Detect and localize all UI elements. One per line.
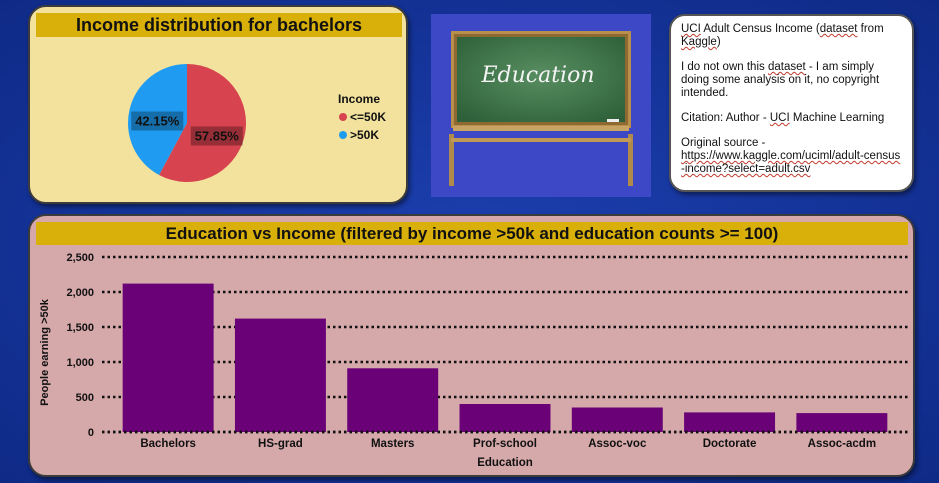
bar-chart: 0 500 1,000 1,500 2,000 2,500 Bachelors HS-grad… [39,252,908,469]
y-tick-label-1: 500 [76,392,94,404]
pie-chart: 57.85% 42.15% Income <=50K >50K [128,64,386,182]
dataset-info-panel: UCI Adult Census Income (dataset from Ka… [669,14,914,192]
y-tick-label-5: 2,500 [66,252,94,264]
chalkboard-image: Education [449,31,633,186]
legend-title: Income [338,92,380,106]
x-tick-label-3: Prof-school [473,438,537,450]
x-tick-label-2: Masters [371,438,414,450]
citation-text: Citation: Author - UCI Machine Learning [681,112,885,124]
disclaimer-text: I do not own this dataset - I am simply … [681,61,880,99]
pie-slice-1 [128,64,187,175]
bar-chart-title: Education vs Income (filtered by income … [36,222,908,245]
x-tick-label-4: Assoc-voc [588,438,647,450]
pie-value-label-0: 57.85% [195,128,240,143]
pie-label-bg-1 [131,111,184,131]
y-tick-label-3: 1,500 [66,322,94,334]
x-tick-label-0: Bachelors [140,438,196,450]
education-image-panel: Education [431,14,651,197]
bar-doctorate [684,412,776,432]
bar-bachelors [122,283,214,432]
pie-chart-panel: Income distribution for bachelors 57.85%… [28,5,408,204]
chalkboard-text: Education [480,63,594,88]
y-tick-label-2: 1,000 [66,357,94,369]
bar-assoc-acdm [796,413,888,432]
x-tick-label-6: Assoc-acdm [808,438,876,450]
source-text: Original source - https://www.kaggle.com/… [681,137,901,175]
pie-label-bg-0 [190,126,243,146]
bar-prof-school [459,404,551,432]
bar-masters [347,368,439,432]
y-tick-label-0: 0 [88,427,94,439]
x-tick-label-5: Doctorate [703,438,757,450]
bar-chart-panel: Education vs Income (filtered by income … [28,214,915,477]
bar-assoc-voc [571,407,663,432]
legend-item-1: >50K [350,128,379,142]
pie-chart-title: Income distribution for bachelors [36,13,402,37]
dataset-title: UCI Adult Census Income (dataset from Ka… [681,23,884,48]
legend-item-0: <=50K [350,110,386,124]
x-axis-label: Education [477,457,533,469]
y-tick-label-4: 2,000 [66,287,94,299]
pie-value-label-1: 42.15% [135,114,180,129]
y-axis-label: People earning >50k [39,298,51,406]
x-tick-label-1: HS-grad [258,438,303,450]
legend-marker-1 [339,131,347,139]
legend-marker-0 [339,113,347,121]
pie-slice-0 [159,64,246,182]
bar-hs-grad [234,318,326,432]
source-link[interactable]: https://www.kaggle.com/uciml/adult-censu… [681,150,901,175]
